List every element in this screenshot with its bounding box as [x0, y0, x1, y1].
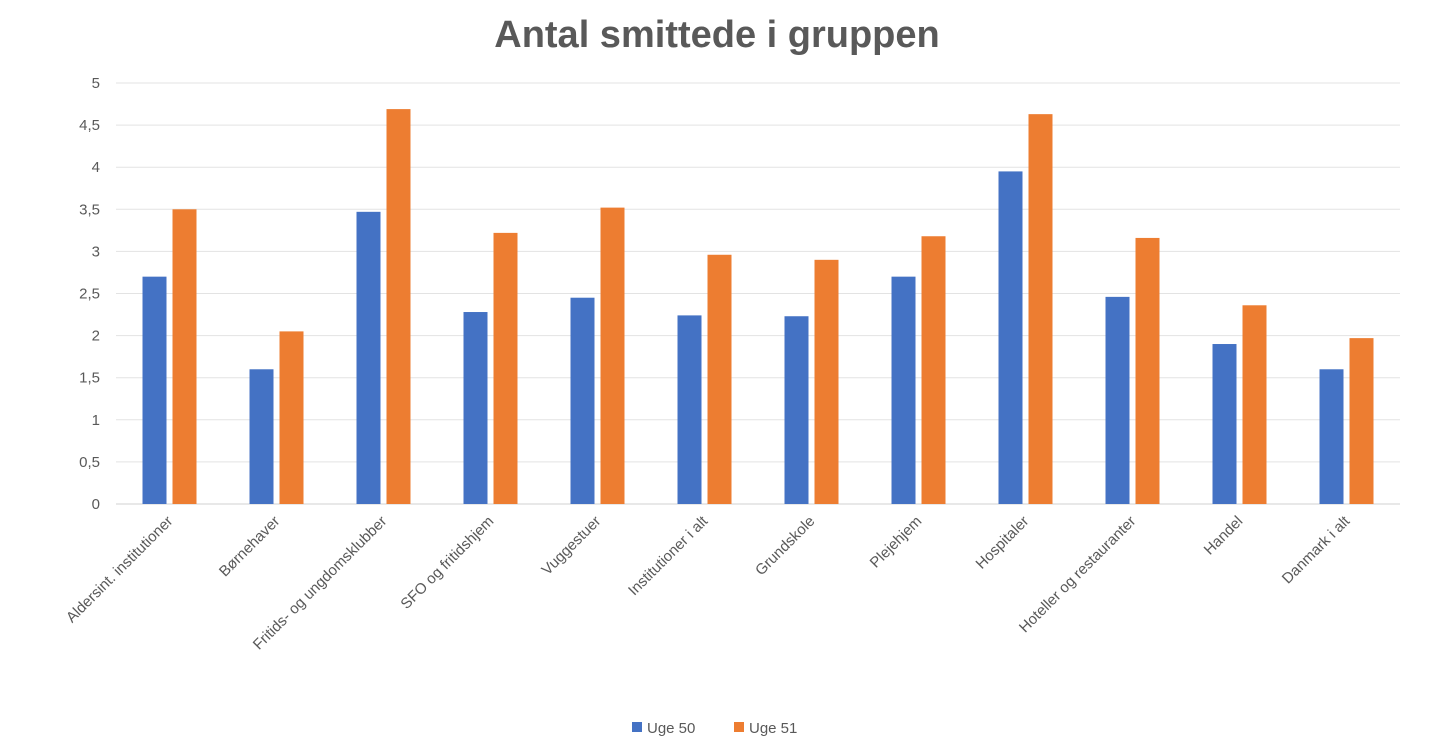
bar-uge-50 [1319, 369, 1344, 504]
bar-uge-51 [1349, 338, 1374, 504]
chart-title: Antal smittede i gruppen [494, 14, 939, 56]
y-tick-label: 2 [92, 328, 100, 345]
bar-uge-51 [814, 259, 839, 504]
bar-uge-51 [1135, 237, 1160, 505]
y-tick-label: 0,5 [79, 454, 100, 471]
bar-uge-51 [921, 236, 946, 504]
bar-uge-50 [784, 316, 809, 504]
legend-swatch [734, 722, 744, 732]
bar-uge-51 [172, 209, 197, 505]
x-tick-label: Vuggestuer [538, 513, 604, 579]
x-tick-label: Danmark i alt [1279, 512, 1354, 587]
y-tick-label: 3 [92, 243, 100, 260]
x-tick-label: Hoteller og restauranter [1016, 513, 1139, 636]
bar-uge-50 [677, 315, 702, 504]
y-tick-label: 3,5 [79, 201, 100, 218]
x-tick-label: Hospitaler [973, 513, 1033, 573]
bar-uge-50 [998, 171, 1023, 504]
bar-uge-50 [463, 312, 488, 504]
x-tick-label: Institutioner i alt [625, 512, 712, 599]
bar-uge-51 [493, 232, 518, 504]
x-tick-label: SFO og fritidshjem [397, 513, 497, 613]
y-tick-label: 4 [92, 159, 100, 176]
bar-uge-50 [249, 369, 274, 504]
bar-uge-51 [1242, 305, 1267, 504]
y-tick-label: 1,5 [79, 370, 100, 387]
x-tick-label: Aldersint. institutioner [63, 513, 176, 626]
legend-label: Uge 51 [749, 720, 797, 737]
x-tick-label: Plejehjem [867, 513, 926, 572]
y-tick-label: 5 [92, 75, 100, 92]
bar-uge-50 [891, 276, 916, 504]
x-tick-label: Børnehaver [216, 513, 283, 580]
bar-uge-50 [570, 297, 595, 504]
bar-uge-50 [356, 211, 381, 505]
y-tick-label: 0 [92, 496, 100, 513]
bar-uge-51 [1028, 114, 1053, 505]
x-tick-label: Handel [1201, 513, 1247, 559]
y-tick-label: 4,5 [79, 117, 100, 134]
bar-uge-51 [386, 109, 411, 505]
legend-label: Uge 50 [647, 720, 695, 737]
x-tick-label: Grundskole [752, 513, 818, 579]
legend-swatch [632, 722, 642, 732]
bar-uge-51 [707, 254, 732, 504]
bar-uge-51 [279, 331, 304, 504]
bar-uge-51 [600, 207, 625, 504]
bar-uge-50 [1105, 296, 1130, 504]
y-tick-label: 1 [92, 412, 100, 429]
bar-uge-50 [1212, 344, 1237, 504]
bar-uge-50 [142, 276, 167, 504]
y-tick-label: 2,5 [79, 286, 100, 303]
